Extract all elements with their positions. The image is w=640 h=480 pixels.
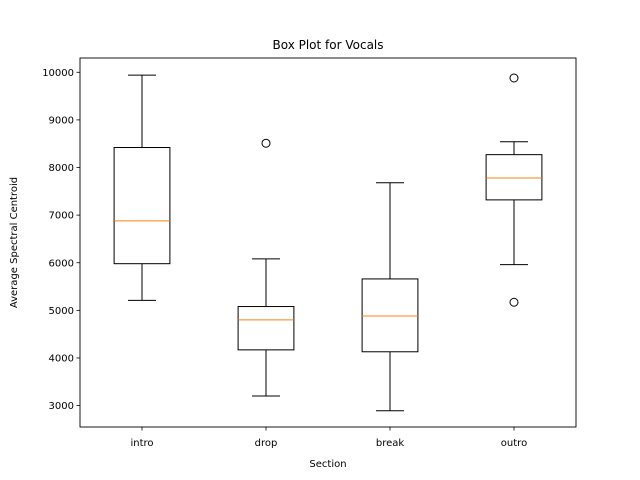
box-body: [361, 278, 419, 353]
outlier-point: [509, 297, 519, 307]
x-tick-label: drop: [255, 438, 278, 449]
plot-area: [113, 73, 543, 412]
y-axis-label: Average Spectral Centroid: [9, 177, 20, 308]
y-tick-label: 6000: [49, 258, 74, 269]
x-tick-label: intro: [130, 438, 153, 449]
plot-frame: [79, 57, 577, 428]
y-tick-label: 8000: [49, 163, 74, 174]
x-tick-label: outro: [501, 438, 527, 449]
y-tick-label: 3000: [49, 401, 74, 412]
x-axis: intro drop break outro: [130, 427, 527, 449]
chart-title: Box Plot for Vocals: [272, 38, 383, 52]
outlier-point: [261, 138, 271, 148]
outlier-point: [509, 73, 519, 83]
box-body: [113, 147, 171, 265]
box-drop: [237, 138, 295, 397]
y-tick-label: 7000: [49, 211, 74, 222]
y-tick-label: 4000: [49, 354, 74, 365]
y-tick-label: 10000: [42, 68, 74, 79]
y-tick-label: 5000: [49, 306, 74, 317]
box-outro: [485, 73, 543, 307]
x-tick-label: break: [376, 438, 405, 449]
box-intro: [113, 74, 171, 301]
box-break: [361, 182, 419, 412]
box-body: [237, 306, 295, 351]
x-axis-label: Section: [309, 459, 346, 470]
box-body: [485, 154, 543, 201]
y-tick-label: 9000: [49, 115, 74, 126]
y-axis: 3000 4000 5000 6000 7000 8000 9000 10000: [42, 68, 80, 412]
